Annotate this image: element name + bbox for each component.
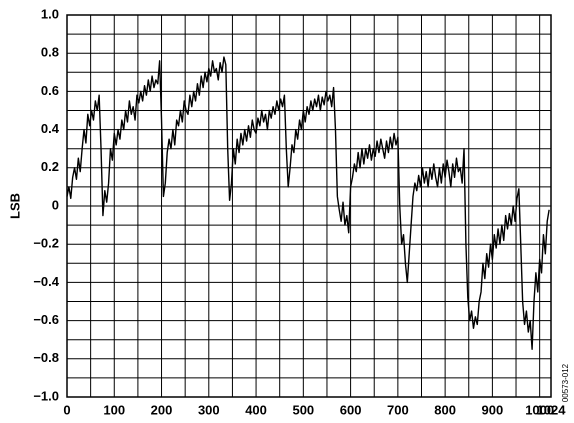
x-tick-label: 1000 xyxy=(525,402,554,417)
x-tick-label: 300 xyxy=(198,402,220,417)
x-tick-label: 200 xyxy=(151,402,173,417)
y-tick-label: 0.2 xyxy=(41,159,59,174)
y-tick-label: 0.8 xyxy=(41,45,59,60)
y-axis-label: LSB xyxy=(7,193,22,219)
y-tick-label: −0.4 xyxy=(33,274,59,289)
y-tick-label: −0.6 xyxy=(33,312,59,327)
y-tick-label: 0.4 xyxy=(41,121,60,136)
x-tick-label: 500 xyxy=(292,402,314,417)
y-tick-label: −1.0 xyxy=(33,388,59,403)
x-tick-label: 800 xyxy=(434,402,456,417)
x-tick-label: 900 xyxy=(482,402,504,417)
y-tick-label: 0 xyxy=(52,197,59,212)
y-tick-label: 0.6 xyxy=(41,83,59,98)
x-tick-label: 0 xyxy=(63,402,70,417)
x-tick-label: 400 xyxy=(245,402,267,417)
data-line xyxy=(66,56,550,350)
x-tick-label: 1024 xyxy=(537,402,567,417)
y-tick-label: −0.2 xyxy=(33,236,59,251)
x-tick-label: 100 xyxy=(103,402,125,417)
x-tick-label: 700 xyxy=(387,402,409,417)
figure-code: 00573-012 xyxy=(561,363,570,402)
y-tick-label: 1.0 xyxy=(41,6,59,21)
x-tick-label: 600 xyxy=(340,402,362,417)
y-tick-label: −0.8 xyxy=(33,350,59,365)
